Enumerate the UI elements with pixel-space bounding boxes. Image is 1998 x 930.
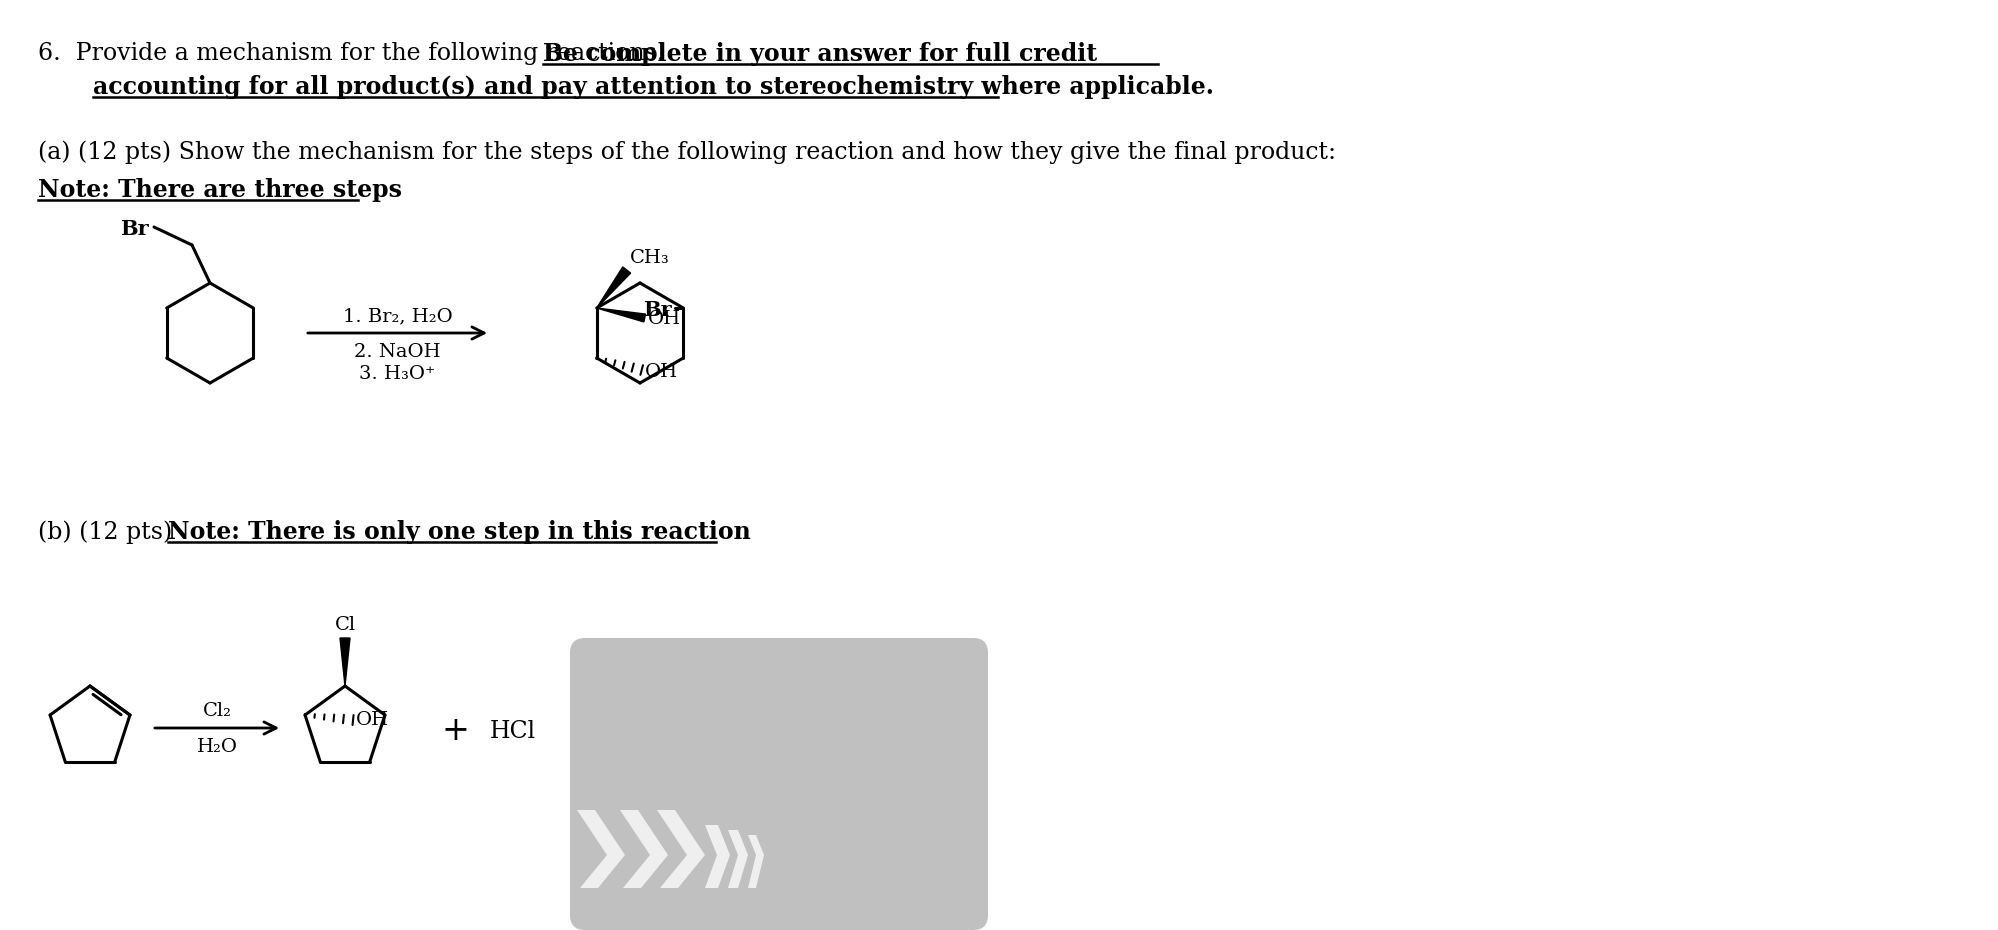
Polygon shape	[657, 810, 705, 888]
Text: Br: Br	[641, 300, 671, 320]
Text: Be complete in your answer for full credit: Be complete in your answer for full cred…	[543, 42, 1097, 66]
Text: HCl: HCl	[490, 720, 535, 742]
Text: CH₃: CH₃	[629, 249, 669, 267]
Text: OH: OH	[645, 363, 677, 381]
Polygon shape	[619, 810, 667, 888]
Text: Note: There are three steps: Note: There are three steps	[38, 178, 402, 202]
Polygon shape	[727, 830, 747, 888]
Polygon shape	[705, 825, 729, 888]
Text: OH: OH	[356, 711, 390, 729]
Text: 2. NaOH: 2. NaOH	[354, 343, 442, 361]
Text: H₂O: H₂O	[196, 738, 238, 756]
Text: OH: OH	[647, 310, 681, 328]
Text: Cl: Cl	[334, 616, 356, 634]
Polygon shape	[595, 267, 629, 308]
Text: 3. H₃O⁺: 3. H₃O⁺	[360, 365, 436, 383]
Text: (b) (12 pts): (b) (12 pts)	[38, 520, 180, 543]
Polygon shape	[747, 835, 763, 888]
Polygon shape	[595, 308, 645, 322]
Text: Cl₂: Cl₂	[202, 702, 232, 720]
Text: 6.  Provide a mechanism for the following reactions.: 6. Provide a mechanism for the following…	[38, 42, 671, 65]
Text: Note: There is only one step in this reaction: Note: There is only one step in this rea…	[168, 520, 751, 544]
FancyBboxPatch shape	[569, 638, 987, 930]
Polygon shape	[577, 810, 625, 888]
Text: Br: Br	[120, 219, 150, 239]
Text: accounting for all product(s) and pay attention to stereochemistry where applica: accounting for all product(s) and pay at…	[94, 75, 1213, 99]
Polygon shape	[340, 638, 350, 686]
Text: 1. Br₂, H₂O: 1. Br₂, H₂O	[342, 307, 452, 325]
Text: (a) (12 pts) Show the mechanism for the steps of the following reaction and how : (a) (12 pts) Show the mechanism for the …	[38, 140, 1335, 164]
Text: +: +	[442, 715, 470, 747]
